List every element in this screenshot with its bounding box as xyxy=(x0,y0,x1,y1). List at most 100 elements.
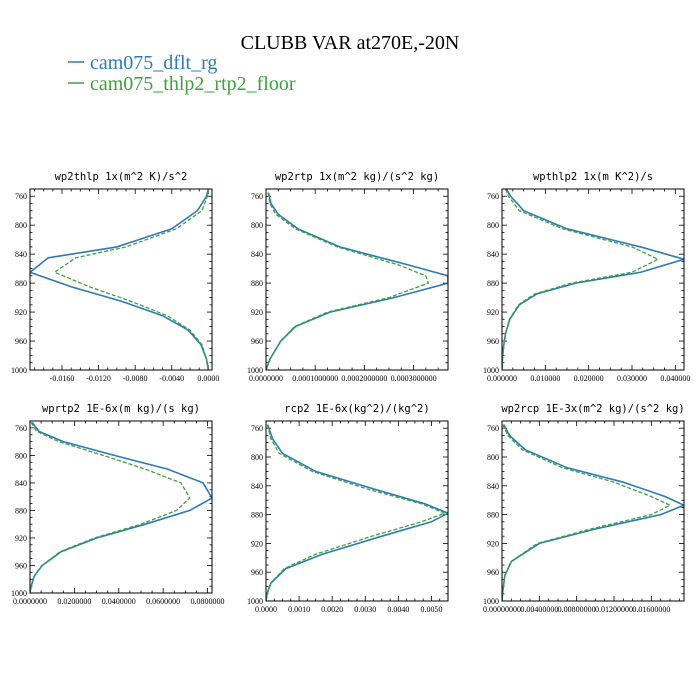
panel-title: rcp2 1E-6x(kg^2)/(kg^2) xyxy=(284,403,429,415)
y-tick-label: 760 xyxy=(251,424,263,433)
x-tick-label: 0.0800000 xyxy=(191,597,225,606)
series-line-floor xyxy=(30,422,191,593)
legend: cam075_dflt_rg cam075_thlp2_rtp2_floor xyxy=(68,52,296,95)
x-tick-label: 0.0600000 xyxy=(146,597,180,606)
y-tick-label: 760 xyxy=(251,192,263,201)
y-tick-label: 760 xyxy=(487,424,499,433)
y-tick-label: 1000 xyxy=(247,597,263,606)
series-line-floor xyxy=(502,424,672,601)
y-tick-label: 880 xyxy=(487,279,499,288)
x-tick-label: 0.040000 xyxy=(660,374,690,383)
y-tick-label: 1000 xyxy=(483,366,499,375)
panel-4: wprtp2 1E-6x(m kg)/(s kg) 760 800 840 880 920… xyxy=(11,403,225,606)
y-tick-label: 800 xyxy=(251,221,263,230)
y-tick-label: 960 xyxy=(487,337,499,346)
y-tick-label: 840 xyxy=(251,250,263,259)
x-tick-label: 0.00400000 xyxy=(520,605,558,614)
y-tick-label: 880 xyxy=(15,506,27,515)
x-tick-label: 0.0400000 xyxy=(102,597,136,606)
x-tick-label: 0.0000000 xyxy=(13,597,47,606)
panel-title: wpthlp2 1x(m K^2)/s xyxy=(533,171,653,183)
plot-frame xyxy=(501,420,685,602)
y-tick-label: 1000 xyxy=(247,366,263,375)
y-tick-label: 920 xyxy=(251,539,263,548)
y-tick-label: 920 xyxy=(487,539,499,548)
y-tick-label: 960 xyxy=(15,561,27,570)
plot-frame xyxy=(265,188,449,371)
x-tick-label: 0.0000 xyxy=(255,605,277,614)
y-tick-label: 800 xyxy=(487,221,499,230)
y-tick-label: 800 xyxy=(15,221,27,230)
legend-item-floor: cam075_thlp2_rtp2_floor xyxy=(68,73,296,95)
y-tick-label: 920 xyxy=(487,308,499,317)
x-tick-label: 0.000000 xyxy=(487,374,517,383)
panel-title: wp2rcp 1E-3x(m^2 kg)/(s^2 kg) xyxy=(501,403,684,415)
panel-2: wp2rtp 1x(m^2 kg)/(s^2 kg) 760 800 840 880 92… xyxy=(247,171,449,383)
x-tick-label: 0.0050 xyxy=(420,605,442,614)
y-tick-label: 960 xyxy=(15,337,27,346)
y-tick-label: 760 xyxy=(15,424,27,433)
y-tick-label: 800 xyxy=(15,451,27,460)
x-tick-label: 0.0200000 xyxy=(57,597,91,606)
y-tick-label: 1000 xyxy=(11,366,27,375)
y-tick-label: 760 xyxy=(15,192,27,201)
plot-frame xyxy=(29,188,213,371)
legend-label-dflt: cam075_dflt_rg xyxy=(90,52,217,74)
series-line-floor xyxy=(266,192,430,370)
y-tick-label: 880 xyxy=(487,511,499,520)
panels: wp2thlp 1x(m^2 K)/s^2 760 800 840 880 920 960 1… xyxy=(11,171,690,614)
figure-title: CLUBB VAR at270E,-20N xyxy=(241,32,460,54)
x-tick-label: 0.0001000000 xyxy=(292,374,338,383)
x-tick-label: 0.00000000 xyxy=(483,605,521,614)
panel-1: wp2thlp 1x(m^2 K)/s^2 760 800 840 880 920 960 1… xyxy=(11,171,219,383)
plot-frame xyxy=(265,420,449,602)
x-tick-label: 0.0040 xyxy=(387,605,409,614)
x-tick-label: 0.0020 xyxy=(321,605,343,614)
y-tick-label: 920 xyxy=(15,308,27,317)
series-line-floor xyxy=(266,424,447,601)
x-tick-label: 0.0003000000 xyxy=(391,374,437,383)
series-line-floor xyxy=(53,189,209,370)
y-tick-label: 880 xyxy=(251,279,263,288)
y-tick-label: 840 xyxy=(15,479,27,488)
panel-title: wprtp2 1E-6x(m kg)/(s kg) xyxy=(42,403,200,415)
x-tick-label: 0.0030 xyxy=(354,605,376,614)
y-tick-label: 840 xyxy=(15,250,27,259)
x-tick-label: 0.0002000000 xyxy=(341,374,387,383)
x-tick-label: 0.01600000 xyxy=(632,605,670,614)
panel-6: wp2rcp 1E-3x(m^2 kg)/(s^2 kg)760 800 840 88… xyxy=(483,403,685,614)
panel-title: wp2rtp 1x(m^2 kg)/(s^2 kg) xyxy=(275,171,439,183)
x-tick-label: 0.01200000 xyxy=(595,605,633,614)
y-tick-label: 840 xyxy=(487,250,499,259)
legend-item-dflt: cam075_dflt_rg xyxy=(68,52,217,74)
x-tick-label: -0.0120 xyxy=(86,374,111,383)
y-tick-label: 800 xyxy=(251,453,263,462)
x-tick-label: -0.0040 xyxy=(159,374,184,383)
y-tick-label: 1000 xyxy=(483,597,499,606)
y-tick-label: 960 xyxy=(251,568,263,577)
x-tick-label: 0.0000000 xyxy=(249,374,283,383)
plot-frame xyxy=(29,420,213,594)
x-tick-label: 0.010000 xyxy=(530,374,560,383)
x-tick-label: 0.0010 xyxy=(288,605,310,614)
y-tick-label: 800 xyxy=(487,453,499,462)
x-tick-label: 0.0000 xyxy=(197,374,219,383)
y-tick-label: 960 xyxy=(487,568,499,577)
y-tick-label: 920 xyxy=(251,308,263,317)
legend-label-floor: cam075_thlp2_rtp2_floor xyxy=(90,73,296,95)
x-tick-label: 0.030000 xyxy=(617,374,647,383)
series-line-dflt xyxy=(266,192,448,370)
y-tick-label: 880 xyxy=(15,279,27,288)
x-tick-label: -0.0160 xyxy=(50,374,75,383)
series-line-floor xyxy=(502,189,660,370)
x-tick-label: 0.020000 xyxy=(574,374,604,383)
y-tick-label: 920 xyxy=(15,534,27,543)
series-line-dflt xyxy=(30,421,212,593)
panel-3: wpthlp2 1x(m K^2)/s 760 800 840 880 920 960 100… xyxy=(483,171,690,383)
y-tick-label: 840 xyxy=(487,482,499,491)
series-line-dflt xyxy=(30,189,210,370)
series-line-dflt xyxy=(502,424,684,601)
x-tick-label: 0.00800000 xyxy=(558,605,596,614)
plot-frame xyxy=(501,188,685,371)
